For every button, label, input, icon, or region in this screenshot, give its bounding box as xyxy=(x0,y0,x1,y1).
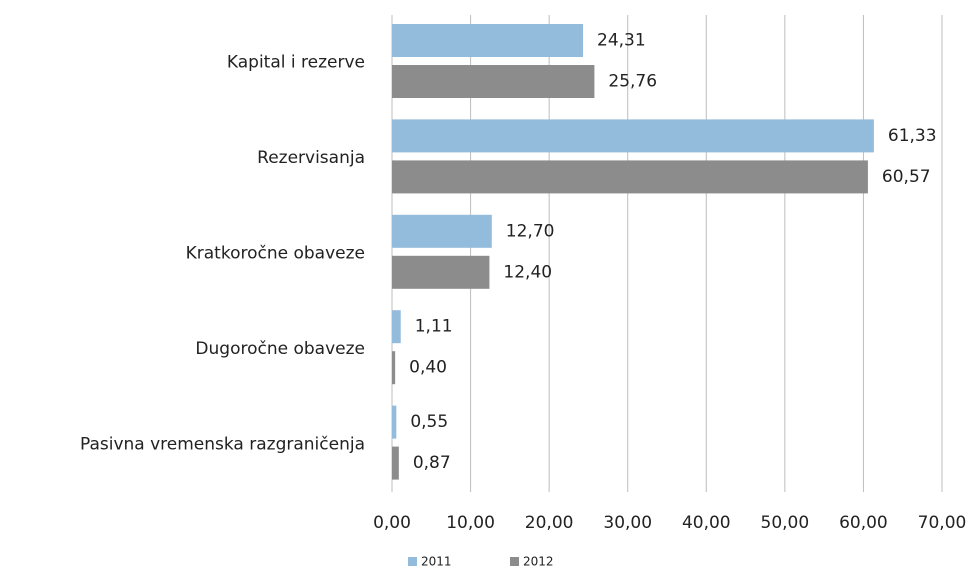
bar xyxy=(392,119,874,153)
x-tick-label: 40,00 xyxy=(682,513,731,533)
bar xyxy=(392,65,595,98)
value-label: 25,76 xyxy=(608,72,657,92)
value-label: 1,11 xyxy=(415,317,453,337)
value-label: 12,70 xyxy=(506,221,555,241)
category-label: Kapital i rezerve xyxy=(227,53,365,73)
value-label: 61,33 xyxy=(888,126,937,146)
bar xyxy=(392,446,399,480)
bar xyxy=(392,24,584,57)
bar xyxy=(392,405,397,439)
bar xyxy=(392,351,396,385)
x-tick-label: 70,00 xyxy=(918,513,967,533)
x-tick-label: 0,00 xyxy=(373,513,411,533)
bar xyxy=(392,255,490,289)
value-label: 12,40 xyxy=(503,262,552,282)
category-label: Pasivna vremenska razgraničenja xyxy=(80,434,365,454)
value-label: 0,40 xyxy=(409,358,447,378)
legend-swatch xyxy=(510,557,519,566)
x-tick-label: 20,00 xyxy=(525,513,574,533)
value-label: 0,87 xyxy=(413,453,451,473)
legend-label: 2012 xyxy=(523,555,554,569)
legend-label: 2011 xyxy=(421,555,452,569)
x-tick-label: 50,00 xyxy=(761,513,810,533)
value-label: 60,57 xyxy=(882,167,931,187)
category-label: Rezervisanja xyxy=(257,148,365,168)
bar xyxy=(392,214,492,248)
bar xyxy=(392,310,401,344)
x-tick-label: 60,00 xyxy=(839,513,888,533)
x-tick-label: 30,00 xyxy=(603,513,652,533)
value-label: 0,55 xyxy=(410,412,448,432)
x-tick-label: 10,00 xyxy=(446,513,495,533)
bar xyxy=(392,160,868,194)
legend-swatch xyxy=(408,557,417,566)
category-label: Kratkoročne obaveze xyxy=(186,244,365,264)
value-label: 24,31 xyxy=(597,31,646,51)
category-label: Dugoročne obaveze xyxy=(195,339,365,359)
